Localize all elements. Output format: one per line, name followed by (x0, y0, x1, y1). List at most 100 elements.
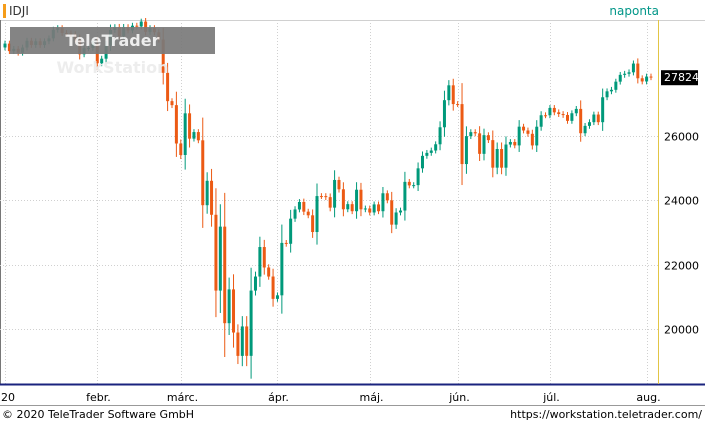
candle-body (394, 212, 398, 225)
candle-body (548, 107, 552, 116)
candle-body (315, 196, 319, 233)
y-tick-label: 22000 (664, 260, 699, 273)
candle-body (399, 210, 403, 213)
last-price-label: 27824 (664, 71, 699, 84)
candle-body (284, 242, 288, 244)
candle-body (486, 135, 490, 141)
watermark: TeleTrader WorkStation (10, 27, 215, 77)
candle-body (289, 218, 293, 244)
candle-body (262, 247, 266, 268)
candle-body (188, 113, 192, 139)
candle-body (280, 242, 284, 296)
candle-body (363, 208, 367, 210)
candle-body (7, 43, 11, 52)
candle-body (144, 21, 148, 32)
candle-body (570, 113, 574, 121)
candle-body (605, 91, 609, 98)
candle-body (583, 125, 587, 134)
candle-body (139, 21, 143, 27)
candle-body (201, 140, 205, 206)
candle-body (495, 149, 499, 168)
candle-body (192, 132, 196, 139)
candle-body (552, 107, 556, 113)
copyright-text: © 2020 TeleTrader Software GmbH (2, 408, 195, 421)
candle-body (609, 89, 613, 92)
candle-body (210, 180, 214, 215)
candle-body (249, 290, 253, 356)
candle-body (530, 133, 534, 146)
x-tick-label: febr. (86, 391, 111, 404)
candle-body (425, 152, 429, 156)
candle-body (412, 185, 416, 187)
candle-body (517, 126, 521, 146)
candle-body (508, 141, 512, 145)
candle-body (513, 141, 517, 146)
candle-body (500, 149, 504, 168)
candle-body (451, 85, 455, 105)
candle-body (596, 114, 600, 123)
candle-body (640, 78, 644, 82)
candle-body (232, 289, 236, 333)
candle-body (302, 202, 306, 212)
candle-body (372, 204, 376, 213)
candle-body (385, 193, 389, 201)
candle-body (196, 132, 200, 141)
candle-body (649, 76, 653, 78)
candle-body (636, 63, 640, 79)
candle-body (275, 295, 279, 299)
candle-body (161, 39, 165, 73)
candle-body (491, 140, 495, 168)
candle-body (346, 204, 350, 210)
candle-body (438, 127, 442, 145)
candle-body (381, 193, 385, 212)
candle-body (469, 132, 473, 137)
candle-body (566, 114, 570, 121)
candle-body (504, 144, 508, 168)
candle-body (341, 189, 345, 210)
candle-body (253, 276, 257, 291)
candle-body (592, 114, 596, 123)
candle-body (557, 112, 561, 115)
x-tick-label: márc. (167, 391, 198, 404)
candle-body (174, 105, 178, 144)
candle-body (587, 122, 591, 126)
candle-body (526, 130, 530, 134)
candle-body (258, 247, 262, 277)
candle-body (179, 143, 183, 156)
candle-body (267, 267, 271, 277)
candle-body (227, 289, 231, 324)
grid-layer (0, 20, 705, 384)
candle-body (623, 73, 627, 75)
last-price-box (661, 70, 698, 86)
candle-body (522, 126, 526, 131)
candle-body (368, 208, 372, 213)
candle-body (223, 226, 227, 324)
candle-body (478, 133, 482, 154)
candle-body (535, 126, 539, 146)
candle-body (359, 189, 363, 210)
symbol-label[interactable]: IDJI (3, 4, 29, 18)
candle-body (618, 74, 622, 82)
x-tick-label: '20 (0, 391, 15, 404)
footer: © 2020 TeleTrader Software GmbH https://… (0, 406, 705, 424)
candle-body (429, 150, 433, 153)
footer-url[interactable]: https://workstation.teletrader.com/ (510, 408, 702, 421)
candle-body (328, 197, 332, 208)
candle-body (544, 115, 548, 117)
candle-body (183, 113, 187, 156)
candle-body (100, 58, 104, 64)
candle-body (561, 114, 565, 116)
candle-body (245, 326, 249, 356)
y-tick-label: 26000 (664, 131, 699, 144)
candle-body (240, 326, 244, 356)
candle-body (166, 72, 170, 102)
candle-body (377, 204, 381, 212)
candle-body (460, 104, 464, 165)
period-label[interactable]: naponta (609, 4, 659, 18)
candle-body (319, 196, 323, 198)
candle-body (390, 200, 394, 225)
x-tick-label: ápr. (268, 391, 289, 404)
candle-body (218, 226, 222, 291)
candle-body (579, 108, 583, 134)
x-tick-label: aug. (636, 391, 660, 404)
